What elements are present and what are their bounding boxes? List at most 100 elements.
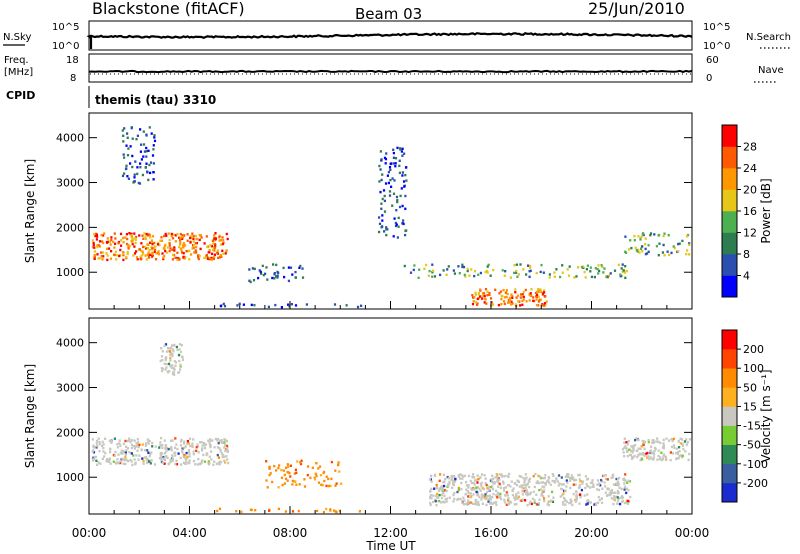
cell-4-70 (685, 443, 688, 446)
cell-0-41 (109, 450, 112, 454)
cell-3-606 (459, 497, 462, 501)
cell-0-332 (126, 252, 129, 256)
colorbar-tick-label-0: 200 (743, 343, 764, 356)
ytick-label-1: 2000 (56, 426, 84, 439)
cell-3-454 (467, 484, 470, 487)
cell-3-303 (578, 484, 581, 487)
cell-0-338 (144, 235, 147, 238)
cell-3-113 (465, 480, 468, 484)
cell-7-31 (360, 304, 363, 307)
cell-3-468 (580, 494, 583, 498)
cell-6-21 (629, 239, 632, 242)
cell-4-69 (513, 264, 516, 267)
cell-4-112 (624, 265, 627, 268)
cell-0-228 (181, 449, 184, 452)
cell-0-341 (151, 441, 154, 445)
cell-3-539 (552, 496, 555, 499)
cell-3-76 (541, 481, 544, 484)
cell-3-549 (564, 489, 567, 492)
cell-0-173 (169, 447, 172, 451)
cell-5-29 (216, 509, 219, 513)
cell-1-31 (121, 129, 124, 132)
cell-4-113 (484, 270, 487, 274)
cell-6-6 (688, 242, 691, 245)
cell-4-4 (470, 268, 473, 271)
cell-3-529 (491, 474, 494, 478)
cell-3-250 (430, 494, 433, 497)
cell-1-39 (139, 128, 142, 131)
cell-3-181 (623, 501, 626, 505)
cell-2-74 (278, 464, 281, 467)
cell-0-297 (182, 245, 185, 248)
cell-0-340 (187, 450, 191, 453)
cell-2-34 (271, 276, 274, 280)
cell-3-373 (551, 479, 554, 483)
cell-4-90 (580, 266, 584, 269)
cell-0-237 (132, 444, 135, 448)
cell-2-35 (266, 278, 269, 281)
cell-0-139 (204, 443, 208, 446)
cell-0-277 (106, 247, 109, 250)
cell-2-16 (277, 486, 280, 489)
cell-3-11 (394, 221, 397, 225)
cell-2-45 (265, 479, 268, 482)
cell-3-263 (520, 499, 523, 502)
cell-7-36 (280, 306, 283, 309)
cell-5-94 (525, 300, 528, 303)
cell-3-104 (565, 475, 568, 478)
cell-3-323 (565, 479, 568, 482)
cell-3-27 (382, 189, 386, 192)
colorbar-segment-5 (722, 387, 737, 407)
cell-1-0 (179, 368, 182, 371)
cell-3-262 (520, 484, 523, 487)
cell-3-333 (547, 500, 550, 503)
cell-3-428 (470, 481, 473, 485)
cell-3-170 (562, 500, 565, 504)
cell-1-75 (152, 148, 155, 151)
cell-6-1 (658, 242, 661, 245)
cell-3-426 (487, 500, 490, 503)
cell-4-29 (487, 263, 490, 267)
cell-4-43 (462, 265, 466, 269)
cell-3-446 (498, 478, 501, 481)
cell-3-134 (429, 501, 432, 505)
cell-3-445 (513, 496, 516, 499)
cell-3-81 (384, 162, 387, 165)
cell-6-59 (637, 235, 640, 238)
cell-4-100 (501, 269, 504, 272)
cell-1-15 (152, 162, 155, 165)
cell-0-305 (124, 451, 127, 454)
cell-4-112 (631, 451, 634, 454)
cell-0-252 (96, 245, 99, 249)
cell-0-225 (196, 463, 199, 466)
cell-0-221 (147, 233, 150, 236)
cell-5-15 (486, 290, 489, 293)
cell-5-5 (476, 302, 479, 305)
cell-2-16 (260, 272, 263, 275)
cell-4-110 (662, 453, 665, 456)
cell-0-315 (214, 232, 217, 235)
cell-5-31 (506, 292, 509, 296)
cell-0-109 (200, 461, 203, 465)
cell-3-490 (560, 483, 563, 486)
cell-3-36 (388, 194, 392, 197)
cell-0-291 (181, 235, 184, 239)
cell-0-165 (130, 460, 133, 463)
cell-0-275 (147, 256, 150, 259)
cell-0-321 (142, 462, 145, 465)
cell-3-320 (621, 495, 624, 498)
cell-2-40 (319, 474, 323, 477)
cell-5-91 (500, 295, 503, 298)
cell-0-332 (179, 440, 183, 443)
cell-3-7 (401, 147, 404, 150)
cell-1-7 (169, 359, 172, 362)
cell-0-70 (144, 254, 147, 257)
cell-6-34 (649, 234, 652, 237)
cell-3-465 (607, 487, 610, 490)
cell-3-30 (384, 182, 388, 185)
cell-0-98 (114, 250, 118, 254)
colorbar-segment-7 (722, 125, 737, 147)
cell-0-120 (159, 444, 162, 447)
cell-0-275 (105, 459, 108, 462)
